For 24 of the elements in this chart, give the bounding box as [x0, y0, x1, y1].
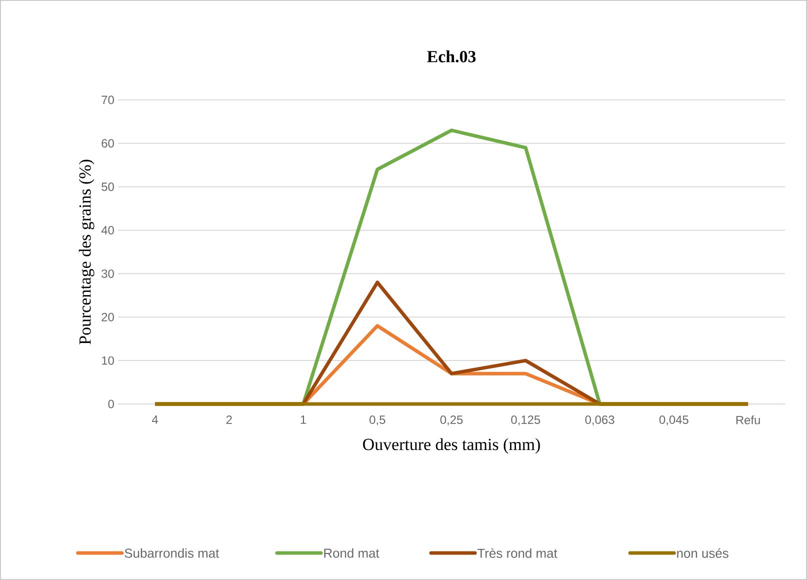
y-tick-label: 60	[102, 139, 114, 148]
x-tick-label: Refu	[736, 416, 760, 424]
y-tick-label: 40	[101, 226, 114, 234]
legend-label: Subarrondis mat	[124, 548, 220, 558]
y-tick-label: 30	[102, 269, 114, 278]
x-tick-label: 0,045	[659, 416, 688, 426]
x-tick-label: 0,25	[440, 416, 463, 426]
x-axis-title: Ouverture des tamis (mm)	[363, 438, 540, 454]
legend-label: Très rond mat	[478, 548, 558, 558]
y-tick-label: 10	[102, 356, 114, 365]
y-axis-title: Pourcentage des grains (%)	[78, 160, 94, 344]
x-tick-label: 0,5	[370, 416, 386, 426]
legend-label: Rond mat	[324, 548, 380, 558]
y-tick-label: 70	[102, 96, 114, 104]
chart-title: Ech.03	[427, 50, 476, 62]
x-tick-label: 0,063	[585, 416, 614, 426]
legend-label: non usés	[677, 548, 728, 558]
x-tick-label: 1	[300, 416, 306, 424]
x-tick-label: 0,125	[511, 416, 540, 426]
y-tick-label: 0	[108, 400, 114, 408]
x-tick-label: 4	[152, 416, 158, 424]
y-tick-label: 50	[102, 182, 114, 192]
x-tick-label: 2	[226, 416, 232, 424]
y-tick-label: 20	[102, 312, 114, 322]
